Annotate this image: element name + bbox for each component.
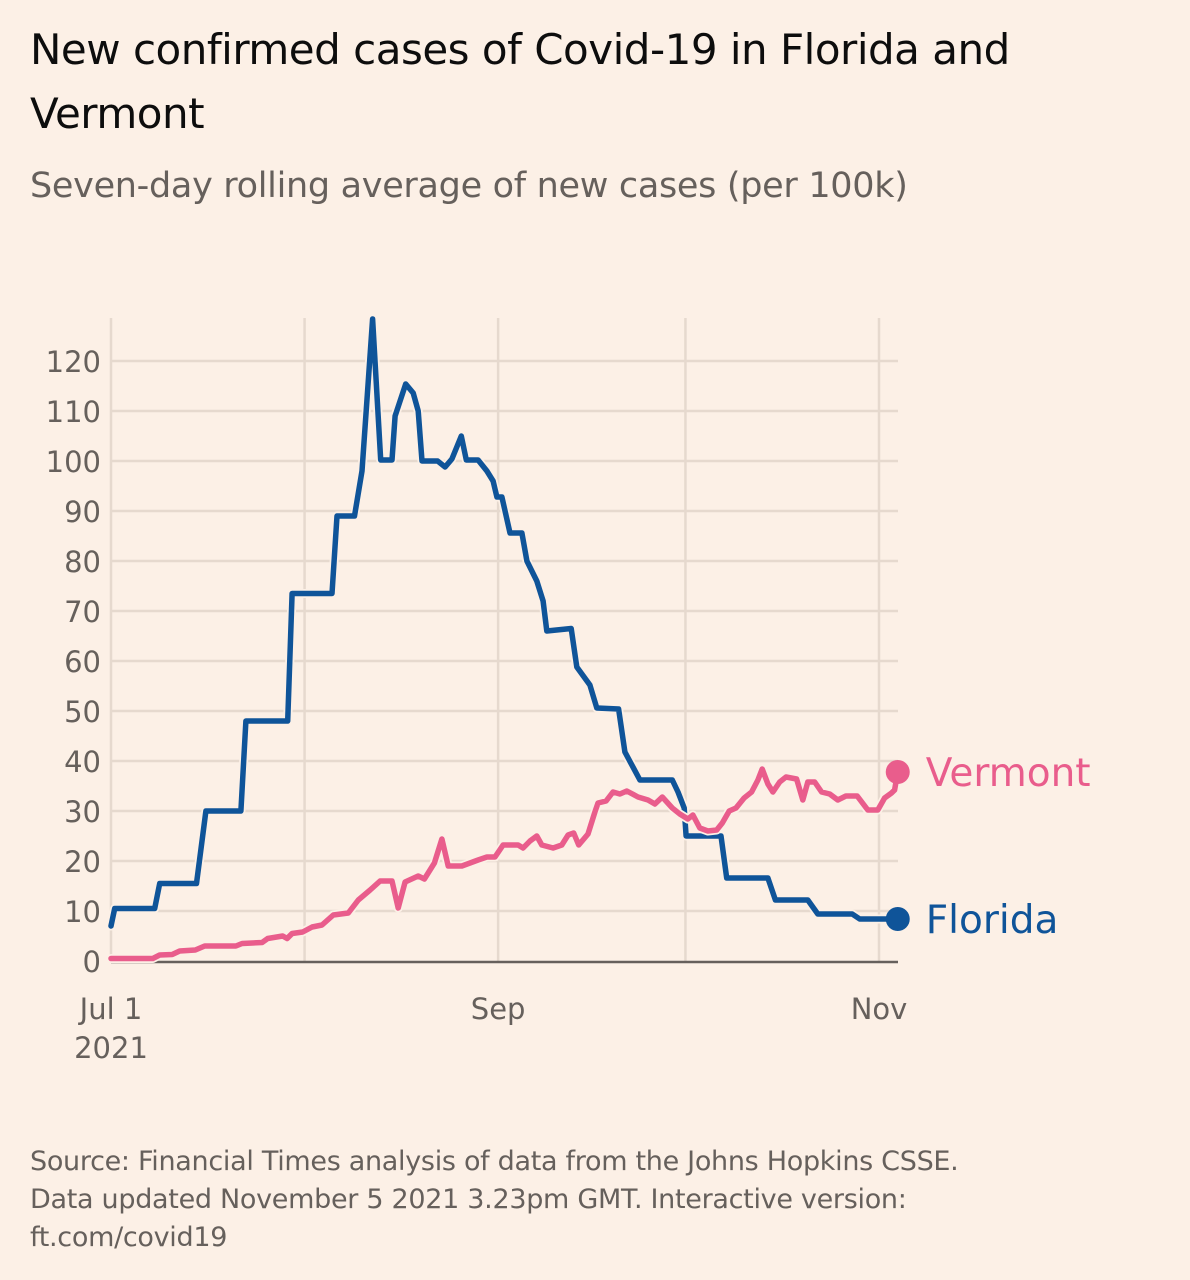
y-tick-label: 30: [64, 795, 101, 829]
horizontal-gridlines: [111, 359, 898, 913]
chart-subtitle: Seven-day rolling average of new cases (…: [30, 166, 908, 206]
y-tick-label: 120: [46, 345, 101, 379]
line-chart: 0 10 20 30 40 50 60 70 80 90 100 110 120 Jul 1 2021 Se…: [46, 314, 1091, 1065]
florida-end-marker: [885, 907, 910, 931]
vermont-line-halo: [106, 764, 903, 963]
x-tick-label: Nov: [851, 992, 908, 1026]
x-tick-label: Sep: [471, 992, 526, 1026]
y-tick-label: 50: [64, 695, 101, 729]
y-tick-label: 110: [46, 395, 101, 429]
y-tick-label: 60: [64, 645, 101, 679]
x-axis-tick-labels: Jul 1 2021 Sep Nov: [74, 992, 907, 1065]
y-tick-label: 40: [64, 745, 101, 779]
y-tick-label: 0: [83, 945, 101, 979]
vertical-gridlines: [109, 318, 881, 961]
y-tick-label: 70: [64, 595, 101, 629]
vermont-end-marker: [885, 760, 910, 784]
series-labels: Florida Vermont: [926, 751, 1091, 943]
florida-series-label: Florida: [926, 898, 1059, 943]
series-layer: [106, 314, 910, 963]
chart-title: New confirmed cases of Covid-19 in Flori…: [30, 25, 1010, 138]
source-line-1: Source: Financial Times analysis of data…: [30, 1146, 959, 1177]
x-tick-sublabel: 2021: [74, 1031, 148, 1065]
vermont-series-label: Vermont: [926, 751, 1091, 796]
y-tick-label: 90: [64, 495, 101, 529]
source-note: Source: Financial Times analysis of data…: [30, 1143, 1150, 1257]
y-axis-tick-labels: 0 10 20 30 40 50 60 70 80 90 100 110 120: [46, 345, 101, 979]
vermont-line: [108, 766, 901, 962]
y-tick-label: 10: [64, 895, 101, 929]
source-line-2: Data updated November 5 2021 3.23pm GMT.…: [30, 1184, 907, 1215]
y-tick-label: 100: [46, 445, 101, 479]
y-tick-label: 20: [64, 845, 101, 879]
y-tick-label: 80: [64, 545, 101, 579]
x-tick-label: Jul 1: [78, 992, 143, 1026]
source-line-3: ft.com/covid19: [30, 1222, 228, 1253]
